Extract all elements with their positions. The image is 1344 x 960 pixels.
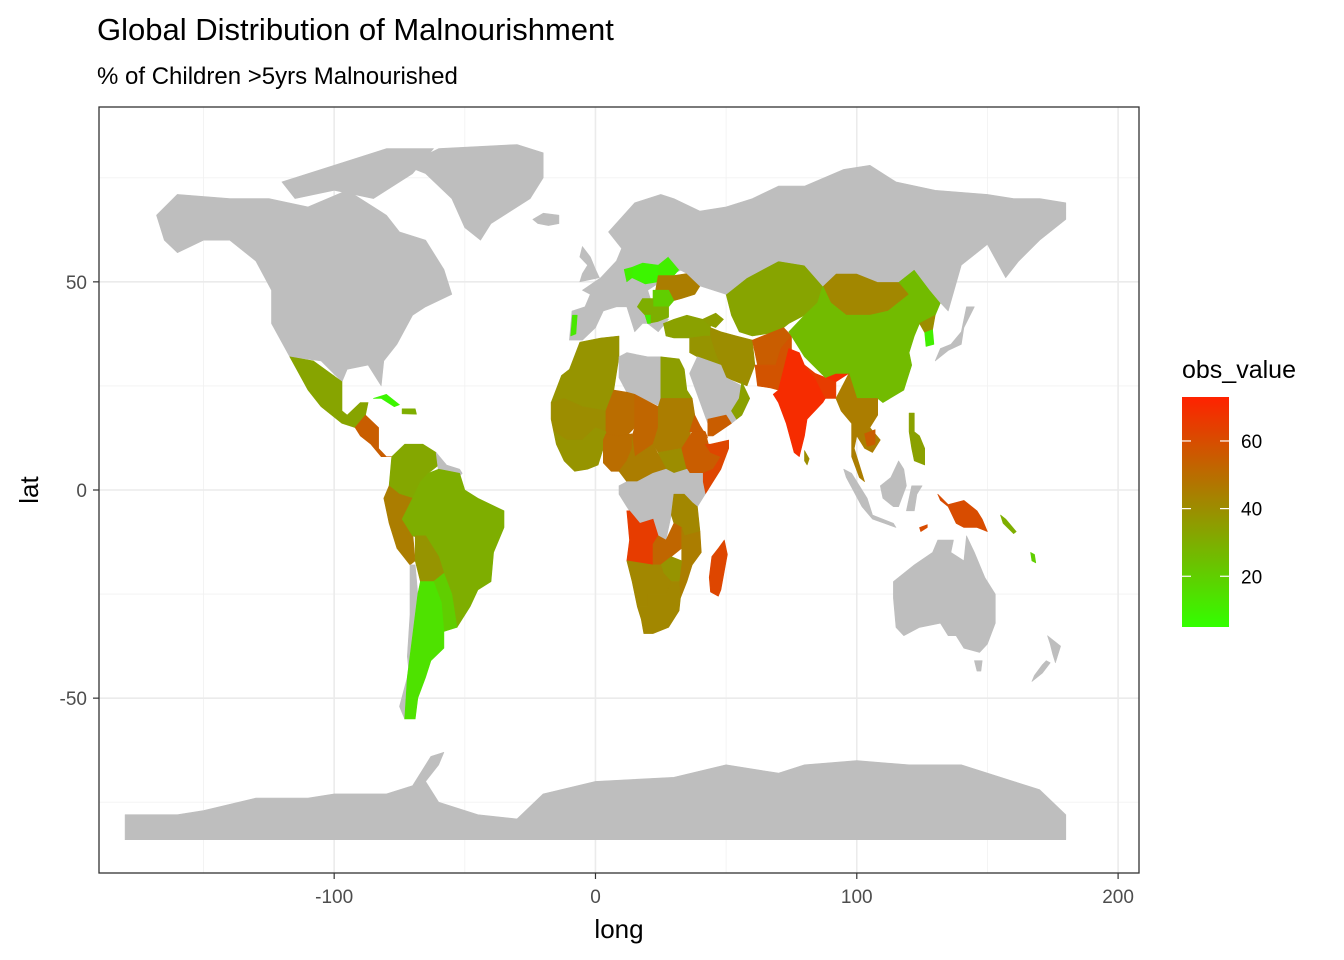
region-great-britain xyxy=(579,246,600,283)
region-belarus xyxy=(657,256,680,276)
region-argentina xyxy=(404,581,445,720)
region-india xyxy=(772,348,850,458)
color-legend: obs_value 20 40 60 xyxy=(1182,356,1296,627)
region-ecuador-peru xyxy=(383,485,416,566)
region-iceland xyxy=(532,212,560,226)
region-madagascar xyxy=(708,539,728,597)
region-sulawesi xyxy=(906,485,923,512)
region-yemen xyxy=(707,414,732,437)
region-cuba xyxy=(373,393,400,408)
legend-break-label: 20 xyxy=(1241,567,1262,588)
region-siberia xyxy=(668,165,1067,312)
region-mexico xyxy=(289,356,369,428)
region-albania xyxy=(644,314,651,324)
region-vanuatu xyxy=(1030,552,1037,564)
chart-title: Global Distribution of Malnourishment xyxy=(97,12,614,47)
region-tasmania xyxy=(974,660,983,672)
region-new-guinea xyxy=(937,493,988,532)
region-indonesia-borneo xyxy=(879,460,907,508)
x-tick-label: -100 xyxy=(315,887,353,908)
region-nepal-bangladesh xyxy=(804,364,837,399)
region-new-zealand-north xyxy=(1047,635,1061,664)
region-west-africa-coast xyxy=(553,427,607,472)
y-tick-label: 0 xyxy=(76,481,87,502)
y-tick-label: 50 xyxy=(66,273,87,294)
x-axis: -100 0 100 200 xyxy=(315,873,1134,908)
region-portugal xyxy=(570,314,578,337)
chart-subtitle: % of Children >5yrs Malnourished xyxy=(97,63,458,90)
region-caucasus xyxy=(702,312,724,328)
region-australia xyxy=(893,535,996,653)
x-axis-title: long xyxy=(594,914,643,944)
legend-title: obs_value xyxy=(1182,356,1296,384)
y-axis-title: lat xyxy=(14,475,44,503)
region-iran xyxy=(710,327,756,387)
region-central-america xyxy=(354,414,393,458)
legend-break-label: 40 xyxy=(1241,500,1262,521)
region-south-korea xyxy=(924,329,935,347)
map-regions xyxy=(124,144,1067,841)
region-sri-lanka xyxy=(804,450,810,466)
y-tick-label: -50 xyxy=(60,689,87,710)
x-tick-label: 200 xyxy=(1102,887,1134,908)
region-gabon-congo xyxy=(618,468,675,541)
x-tick-label: 100 xyxy=(841,887,873,908)
y-axis: -50 0 50 xyxy=(60,273,99,710)
region-eritrea xyxy=(689,414,709,439)
legend-break-label: 60 xyxy=(1241,432,1262,453)
region-japan xyxy=(934,306,975,362)
legend-colorbar xyxy=(1182,397,1229,627)
region-sumatra-java xyxy=(843,468,897,528)
region-central-europe xyxy=(623,266,633,283)
region-southeast-asia-mainland xyxy=(835,373,881,483)
region-arctic-archipelago xyxy=(281,148,434,199)
x-tick-label: 0 xyxy=(590,887,601,908)
region-chile xyxy=(399,564,419,720)
region-hispaniola xyxy=(401,408,417,415)
legend-ticks: 20 40 60 xyxy=(1182,432,1262,588)
region-balkans xyxy=(636,298,669,324)
plot-panel xyxy=(98,106,1140,874)
region-south-africa xyxy=(636,581,681,634)
region-philippines xyxy=(908,412,926,466)
region-solomon-islands xyxy=(1000,514,1017,535)
region-timor xyxy=(919,524,928,532)
region-north-america xyxy=(156,190,453,387)
region-cambodia xyxy=(864,429,876,447)
region-antarctica xyxy=(124,751,1067,841)
region-new-zealand-south xyxy=(1031,660,1051,682)
region-greenland xyxy=(404,144,544,241)
region-oman xyxy=(731,381,751,420)
